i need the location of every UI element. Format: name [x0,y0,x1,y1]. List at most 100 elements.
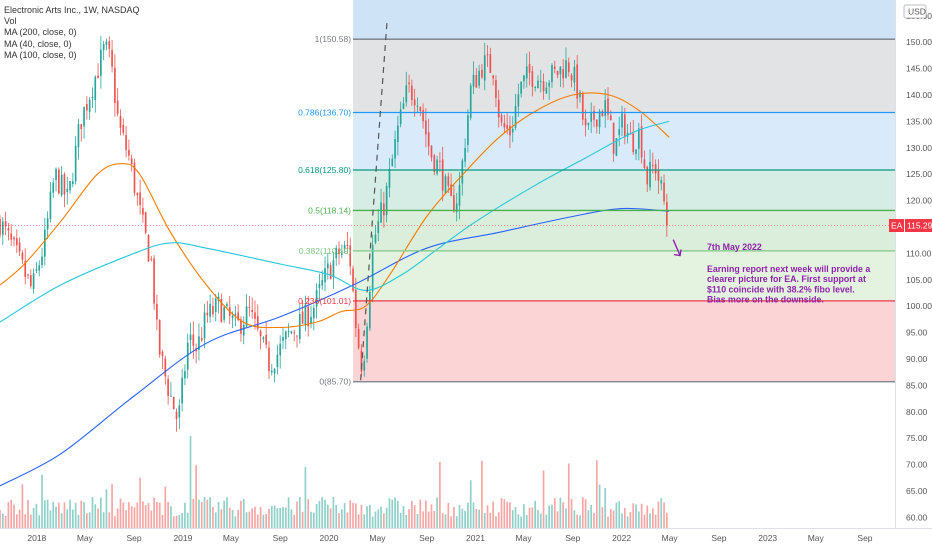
candle-body [444,176,447,194]
candle [579,89,581,103]
candle [284,330,287,350]
candle-body [203,312,206,339]
candle [637,122,640,161]
volume-bar [545,514,548,528]
volume-bar [13,504,15,528]
candle [408,74,410,93]
volume-bar [340,509,343,528]
candle-body [164,358,167,377]
candle-body [467,115,469,145]
volume-bar [237,509,240,528]
volume-bar [427,511,430,528]
volume-bar [604,488,607,528]
candle [517,83,520,117]
candle-body [77,124,80,148]
candle [349,237,352,276]
candle [486,44,489,67]
candle [346,231,349,254]
volume-bar [108,512,111,528]
annotation-line: clearer picture for EA. First support at [707,274,866,284]
volume-bar [172,516,175,528]
ma200-label[interactable]: MA (200, close, 0) [4,27,77,38]
candle [391,154,394,167]
candle-body [312,307,315,319]
candle-body [245,306,248,327]
candle [72,172,74,188]
x-tick-label: Sep [419,533,434,543]
candle [91,87,94,108]
volume-bar [405,515,408,528]
candle [116,88,119,117]
candle-body [88,99,91,113]
candle [228,295,231,324]
candle-body [587,122,590,126]
candle [69,180,71,194]
candle-body [481,69,483,78]
candle-body [60,174,63,196]
volume-bar [7,502,10,528]
candle [570,72,573,88]
candle [335,245,338,266]
volume-bar [587,510,590,528]
candle-body [186,342,189,370]
ma40-label[interactable]: MA (40, close, 0) [4,38,72,49]
volume-bar [217,501,220,528]
volume-bar [492,501,494,528]
candle-body [612,122,615,154]
ma-line-1 [0,92,670,329]
y-tick-label: 150.00 [906,37,932,47]
candle [464,138,466,168]
candle-body [520,81,522,94]
candle [279,335,282,369]
volume-bar [178,514,181,528]
candle-body [352,268,354,291]
volume-bar [212,506,214,528]
candle [545,82,548,95]
volume-bar [551,504,553,528]
drawings [0,21,895,381]
candle [450,173,452,197]
volume-bar [301,511,304,528]
candle-body [142,208,144,215]
ma100-label[interactable]: MA (100, close, 0) [4,49,77,60]
candle [46,211,49,239]
candle [181,368,183,412]
x-tick-label: May [223,533,240,543]
volume-bar [430,504,433,528]
candle-body [486,54,489,56]
candle-body [371,244,374,292]
volume-bar [326,504,329,528]
volume-bar [167,502,169,528]
volume-bar [562,502,565,528]
candle-body [63,174,66,195]
candle-body [637,128,640,149]
volume-bar [49,510,52,528]
x-tick-label: 2023 [758,533,777,543]
volume-bar [439,461,441,528]
volume-bar [139,477,141,528]
volume-bar [256,514,259,528]
candle [394,130,396,169]
fib-label: 0.236(101.01) [298,296,351,306]
candle [130,154,133,172]
candle [1,216,4,246]
candle-body [623,114,626,138]
candle-body [282,337,284,341]
candle [363,355,366,377]
volume-bar [360,504,363,528]
volume-bar [595,460,598,528]
candle-body [609,115,612,121]
candle-body [231,315,234,319]
chart-title: Electronic Arts Inc., 1W, NASDAQ [4,5,140,15]
candle [553,60,556,74]
candle [604,89,607,128]
volume-bar [539,513,542,528]
volume-bar [133,507,136,528]
candle [411,79,413,106]
candle [458,172,461,220]
candle-body [324,268,326,283]
candle-body [86,103,88,111]
candle-body [419,107,422,112]
candle-body [181,377,183,404]
